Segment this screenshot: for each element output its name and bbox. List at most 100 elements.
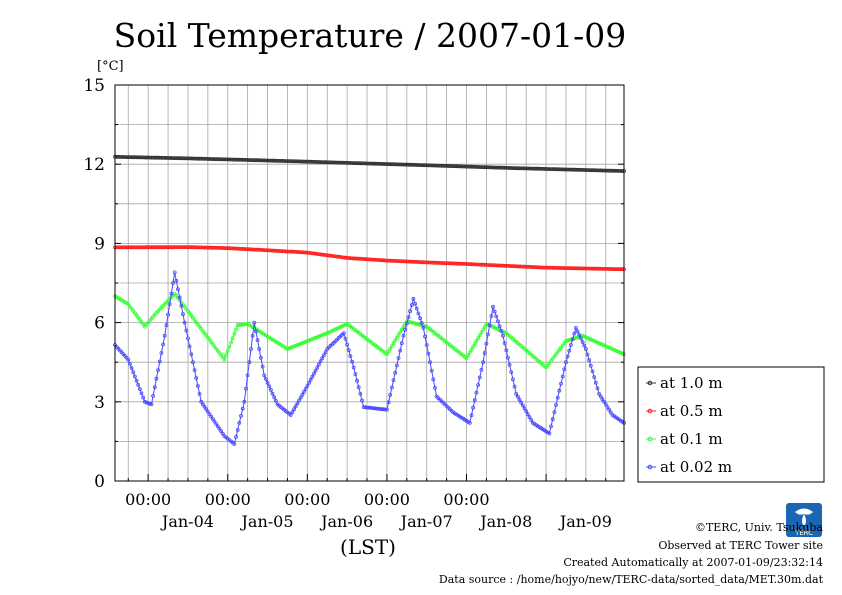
data-point	[214, 157, 219, 162]
data-point	[608, 410, 613, 415]
data-point	[240, 406, 245, 411]
data-point	[187, 344, 192, 349]
data-point	[328, 253, 333, 258]
data-point	[142, 245, 147, 250]
data-point	[176, 287, 180, 292]
data-point	[471, 344, 476, 349]
data-point	[371, 257, 376, 262]
data-point	[547, 431, 552, 436]
data-point	[491, 304, 495, 309]
y-tick-label: 12	[83, 155, 105, 175]
x-tick-date-label: Jan-04	[160, 512, 214, 531]
data-point	[476, 383, 481, 387]
data-point	[384, 352, 389, 357]
terc-logo: TERC	[786, 503, 822, 537]
legend-label: at 0.1 m	[660, 430, 723, 448]
data-point	[577, 332, 582, 337]
copyright-text: ©TERC, Univ. Tsukuba	[695, 521, 823, 534]
data-point	[360, 161, 364, 166]
data-point	[182, 320, 187, 325]
data-point	[522, 406, 527, 411]
data-point	[328, 160, 333, 165]
data-point	[129, 366, 134, 370]
data-point	[474, 164, 479, 169]
data-point	[472, 341, 477, 346]
data-point	[219, 429, 224, 434]
data-point	[154, 245, 159, 250]
y-tick-label: 9	[94, 234, 105, 254]
data-point	[244, 386, 248, 391]
data-point	[529, 418, 534, 422]
data-point	[588, 266, 593, 271]
x-axis-label: (LST)	[340, 535, 396, 559]
data-point	[479, 330, 484, 335]
data-point	[242, 399, 247, 404]
legend-marker	[647, 408, 653, 414]
data-point	[267, 384, 272, 389]
data-point	[171, 281, 175, 285]
data-point	[205, 409, 210, 414]
data-point	[550, 417, 555, 422]
data-point	[151, 393, 156, 398]
data-point	[273, 398, 278, 403]
created-text: Created Automatically at 2007-01-09/23:3…	[563, 556, 823, 569]
data-point	[161, 342, 166, 347]
data-point	[409, 320, 414, 325]
data-point	[389, 385, 394, 390]
data-point	[423, 334, 427, 339]
data-point	[234, 435, 238, 439]
data-point	[320, 356, 325, 361]
data-point	[358, 391, 363, 396]
data-point	[416, 311, 421, 316]
data-point	[519, 400, 524, 405]
data-point	[360, 256, 364, 261]
data-point	[474, 390, 479, 395]
data-point	[411, 162, 416, 167]
data-point	[418, 316, 423, 321]
data-point	[486, 165, 490, 170]
data-point	[272, 395, 277, 400]
chart-title: Soil Temperature / 2007-01-09	[114, 16, 627, 55]
data-point	[600, 266, 605, 271]
x-tick-time-label: 00:00	[125, 490, 171, 509]
data-point	[600, 168, 605, 173]
data-point	[426, 351, 431, 356]
data-point	[232, 331, 237, 336]
y-tick-label: 0	[94, 472, 105, 492]
data-point	[265, 158, 270, 163]
data-point	[524, 409, 529, 414]
y-axis: 0 3 6 9 12 15	[83, 76, 624, 492]
site-text: Observed at TERC Tower site	[658, 539, 823, 552]
data-point	[225, 349, 230, 353]
data-point	[469, 347, 474, 352]
data-point	[308, 159, 313, 164]
data-point	[379, 258, 384, 263]
data-point	[340, 255, 345, 260]
data-point	[247, 360, 252, 365]
data-point	[486, 332, 490, 337]
series-at-1-0-m	[113, 154, 626, 174]
data-point	[482, 351, 487, 355]
data-point	[167, 302, 172, 307]
data-point	[549, 424, 553, 429]
data-point	[245, 158, 250, 162]
data-point	[454, 261, 459, 266]
data-point	[466, 262, 471, 267]
data-point	[411, 259, 416, 264]
data-point	[293, 404, 298, 409]
data-point	[229, 340, 234, 345]
data-point	[505, 263, 510, 268]
data-point	[184, 328, 189, 333]
data-point	[396, 333, 401, 337]
data-point	[537, 166, 542, 171]
data-point	[411, 321, 416, 325]
data-point	[166, 312, 171, 317]
data-point	[162, 155, 167, 160]
data-point	[265, 380, 270, 385]
data-point	[343, 336, 348, 341]
data-point	[388, 346, 393, 351]
data-point	[308, 377, 313, 382]
data-point	[123, 155, 127, 159]
data-point	[222, 357, 227, 362]
data-point	[156, 368, 161, 373]
